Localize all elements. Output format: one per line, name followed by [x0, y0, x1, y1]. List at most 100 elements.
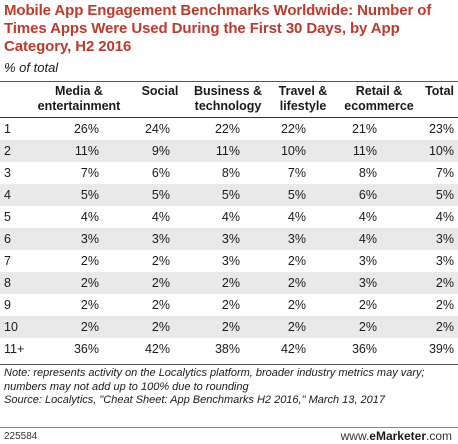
cell-media: 4%	[80, 210, 99, 224]
footnote: Note: represents activity on the Localyt…	[4, 367, 456, 408]
cell-social: 5%	[151, 188, 170, 202]
column-header-business: Business & technology	[193, 84, 263, 113]
cell-total: 3%	[435, 232, 454, 246]
cell-category: 1	[4, 122, 11, 136]
cell-travel: 22%	[280, 122, 306, 136]
cell-travel: 7%	[287, 166, 306, 180]
cell-business: 11%	[215, 144, 240, 158]
cell-business: 3%	[221, 232, 240, 246]
cell-business: 3%	[221, 254, 240, 268]
cell-media: 11%	[74, 144, 99, 158]
note-text: Note: represents activity on the Localyt…	[4, 367, 425, 393]
cell-total: 2%	[435, 298, 454, 312]
table-row: 6 3% 3% 3% 3% 4% 3%	[0, 228, 458, 250]
header-top-rule	[0, 81, 458, 82]
column-header-travel: Travel & lifestyle	[278, 84, 328, 113]
cell-business: 5%	[221, 188, 240, 202]
header-bottom-rule	[0, 117, 458, 118]
cell-retail: 3%	[358, 276, 377, 290]
cell-media: 5%	[80, 188, 99, 202]
cell-media: 2%	[80, 298, 99, 312]
cell-category: 8	[4, 276, 11, 290]
column-header-media: Media & entertainment	[37, 84, 121, 113]
cell-total: 7%	[435, 166, 454, 180]
cell-travel: 10%	[280, 144, 306, 158]
table-row: 5 4% 4% 4% 4% 4% 4%	[0, 206, 458, 228]
cell-retail: 6%	[358, 188, 377, 202]
cell-media: 36%	[73, 342, 99, 356]
cell-category: 11+	[4, 342, 25, 356]
cell-travel: 5%	[287, 188, 306, 202]
cell-travel: 2%	[287, 276, 306, 290]
cell-category: 10	[4, 320, 18, 334]
cell-travel: 4%	[287, 210, 306, 224]
cell-travel: 2%	[287, 298, 306, 312]
cell-category: 2	[4, 144, 11, 158]
brand-name: eMarketer	[369, 429, 426, 443]
cell-retail: 11%	[352, 144, 377, 158]
cell-business: 2%	[221, 320, 240, 334]
cell-business: 22%	[214, 122, 240, 136]
cell-business: 4%	[221, 210, 240, 224]
source-text: Source: Localytics, "Cheat Sheet: App Be…	[4, 394, 385, 406]
cell-retail: 36%	[351, 342, 377, 356]
cell-social: 2%	[151, 254, 170, 268]
table-row: 11+ 36% 42% 38% 42% 36% 39%	[0, 338, 458, 360]
cell-retail: 4%	[358, 210, 377, 224]
cell-social: 3%	[151, 232, 170, 246]
cell-category: 9	[4, 298, 11, 312]
brand-prefix: www.	[340, 429, 370, 443]
cell-travel: 3%	[287, 232, 306, 246]
cell-category: 4	[4, 188, 11, 202]
column-header-social: Social	[141, 84, 179, 98]
cell-social: 2%	[151, 276, 170, 290]
table-row: 2 11% 9% 11% 10% 11% 10%	[0, 140, 458, 162]
cell-social: 24%	[144, 122, 170, 136]
cell-total: 39%	[428, 342, 454, 356]
cell-category: 7	[4, 254, 11, 268]
chart-id: 225584	[4, 431, 38, 442]
cell-retail: 21%	[351, 122, 377, 136]
cell-media: 2%	[80, 254, 99, 268]
cell-retail: 3%	[358, 254, 377, 268]
cell-total: 4%	[435, 210, 454, 224]
cell-media: 2%	[80, 320, 99, 334]
table-bottom-rule	[0, 364, 458, 365]
cell-total: 2%	[435, 276, 454, 290]
cell-business: 2%	[221, 276, 240, 290]
cell-category: 3	[4, 166, 11, 180]
cell-media: 7%	[80, 166, 99, 180]
cell-total: 2%	[435, 320, 454, 334]
cell-business: 2%	[221, 298, 240, 312]
column-header-total: Total	[425, 84, 454, 98]
cell-social: 2%	[151, 298, 170, 312]
cell-total: 5%	[435, 188, 454, 202]
table-row: 3 7% 6% 8% 7% 8% 7%	[0, 162, 458, 184]
cell-travel: 2%	[287, 254, 306, 268]
table-row: 7 2% 2% 3% 2% 3% 3%	[0, 250, 458, 272]
table-row: 4 5% 5% 5% 5% 6% 5%	[0, 184, 458, 206]
cell-media: 2%	[80, 276, 99, 290]
cell-category: 5	[4, 210, 11, 224]
cell-social: 9%	[151, 144, 170, 158]
cell-retail: 4%	[358, 232, 377, 246]
cell-category: 6	[4, 232, 11, 246]
cell-social: 6%	[151, 166, 170, 180]
cell-total: 3%	[435, 254, 454, 268]
cell-total: 10%	[428, 144, 454, 158]
cell-retail: 8%	[358, 166, 377, 180]
cell-travel: 42%	[280, 342, 306, 356]
table-row: 10 2% 2% 2% 2% 2% 2%	[0, 316, 458, 338]
brand-url: www.eMarketer.com	[341, 429, 452, 443]
cell-retail: 2%	[358, 320, 377, 334]
cell-social: 2%	[151, 320, 170, 334]
table-row: 8 2% 2% 2% 2% 3% 2%	[0, 272, 458, 294]
cell-total: 23%	[428, 122, 454, 136]
cell-media: 26%	[73, 122, 99, 136]
column-header-retail: Retail & ecommerce	[344, 84, 414, 113]
table-row: 9 2% 2% 2% 2% 2% 2%	[0, 294, 458, 316]
cell-social: 4%	[151, 210, 170, 224]
brand-suffix: .com	[425, 429, 452, 443]
cell-media: 3%	[80, 232, 99, 246]
chart-title: Mobile App Engagement Benchmarks Worldwi…	[4, 2, 432, 55]
